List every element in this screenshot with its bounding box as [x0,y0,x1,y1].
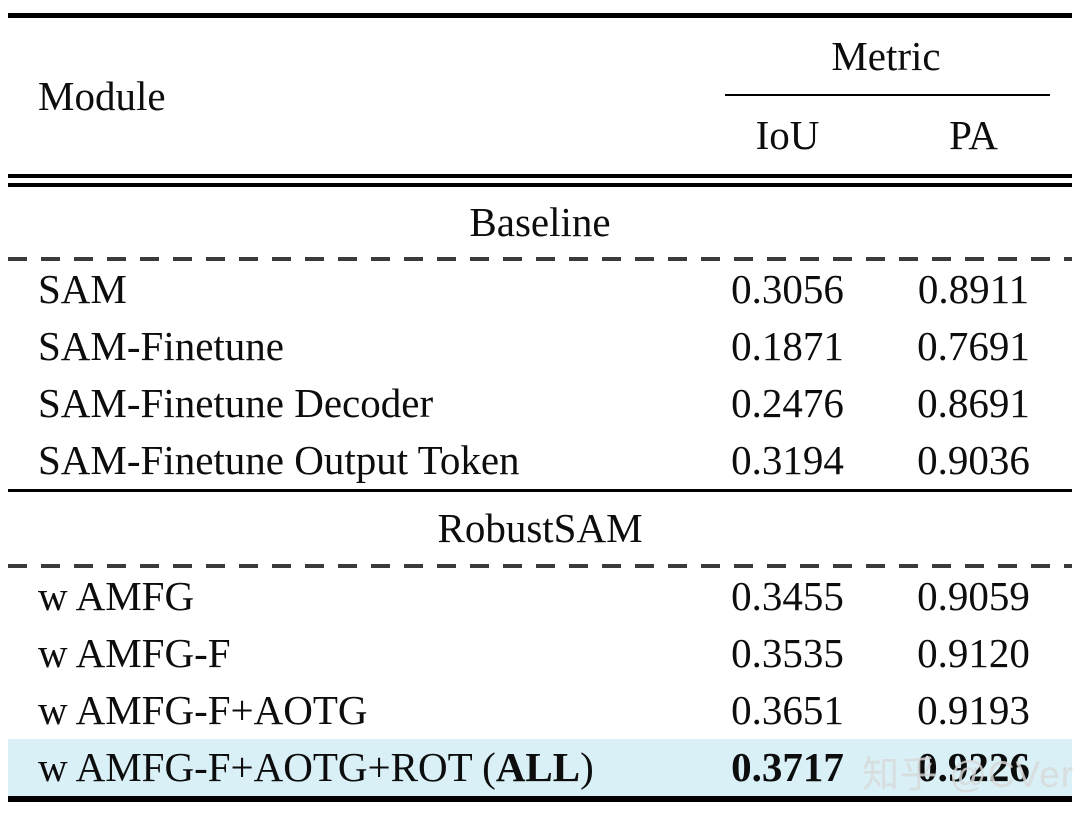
ablation-table: Module Metric IoU PA Baseline SAM 0.3056… [8,13,1072,802]
metric-group-rule [725,94,1050,96]
pa-column-header: PA [949,112,998,158]
table-row: SAM-Finetune 0.1871 0.7691 [8,318,1072,375]
table-row: SAM 0.3056 0.8911 [8,261,1072,318]
table-row: w AMFG 0.3455 0.9059 [8,568,1072,625]
iou-cell: 0.2476 [731,380,844,426]
module-cell: w AMFG-F+AOTG [38,687,368,733]
bottom-rule [8,796,1072,802]
module-cell: SAM [38,266,127,312]
metric-group-header: Metric IoU PA [700,18,1072,174]
table-row: w AMFG-F 0.3535 0.9120 [8,625,1072,682]
module-label-part: ) [580,744,594,790]
pa-cell-best: 0.9226 [917,744,1030,790]
robustsam-dashed-rule [8,564,1072,568]
section-divider-rule [8,489,1072,492]
iou-cell-best: 0.3717 [731,744,844,790]
pa-cell: 0.9193 [917,687,1030,733]
module-label-part: w AMFG-F+AOTG+ROT ( [38,744,496,790]
header-double-rule [8,174,1072,187]
iou-cell: 0.3455 [731,573,844,619]
module-cell: w AMFG [38,573,195,619]
section-title-robustsam: RobustSAM [437,505,643,551]
module-label-bold-part: ALL [495,744,581,790]
pa-cell: 0.8911 [917,266,1030,312]
iou-cell: 0.1871 [731,323,844,369]
module-cell: SAM-Finetune [38,323,284,369]
iou-cell: 0.3056 [731,266,844,312]
table-row: w AMFG-F+AOTG 0.3651 0.9193 [8,682,1072,739]
top-rule [8,13,1072,18]
baseline-dashed-rule [8,257,1072,261]
table-row: SAM-Finetune Decoder 0.2476 0.8691 [8,375,1072,432]
module-cell: SAM-Finetune Output Token [38,437,520,483]
module-cell: w AMFG-F [38,630,231,676]
iou-cell: 0.3651 [731,687,844,733]
pa-cell: 0.8691 [917,380,1030,426]
pa-cell: 0.9059 [917,573,1030,619]
pa-cell: 0.7691 [917,323,1030,369]
iou-column-header: IoU [755,112,820,158]
module-cell: SAM-Finetune Decoder [38,380,434,426]
iou-cell: 0.3535 [731,630,844,676]
section-title-baseline: Baseline [469,199,611,245]
metric-columns: IoU PA [700,96,1072,174]
pa-cell: 0.9036 [917,437,1030,483]
metric-group-label: Metric [831,33,941,79]
iou-cell: 0.3194 [731,437,844,483]
module-column-header: Module [38,73,166,119]
table-row-highlighted: w AMFG-F+AOTG+ROT (ALL) 0.3717 0.9226 [8,739,1072,796]
table-row: SAM-Finetune Output Token 0.3194 0.9036 [8,432,1072,489]
table-header: Module Metric IoU PA [8,18,1072,174]
module-cell: w AMFG-F+AOTG+ROT (ALL) [8,747,700,788]
pa-cell: 0.9120 [917,630,1030,676]
